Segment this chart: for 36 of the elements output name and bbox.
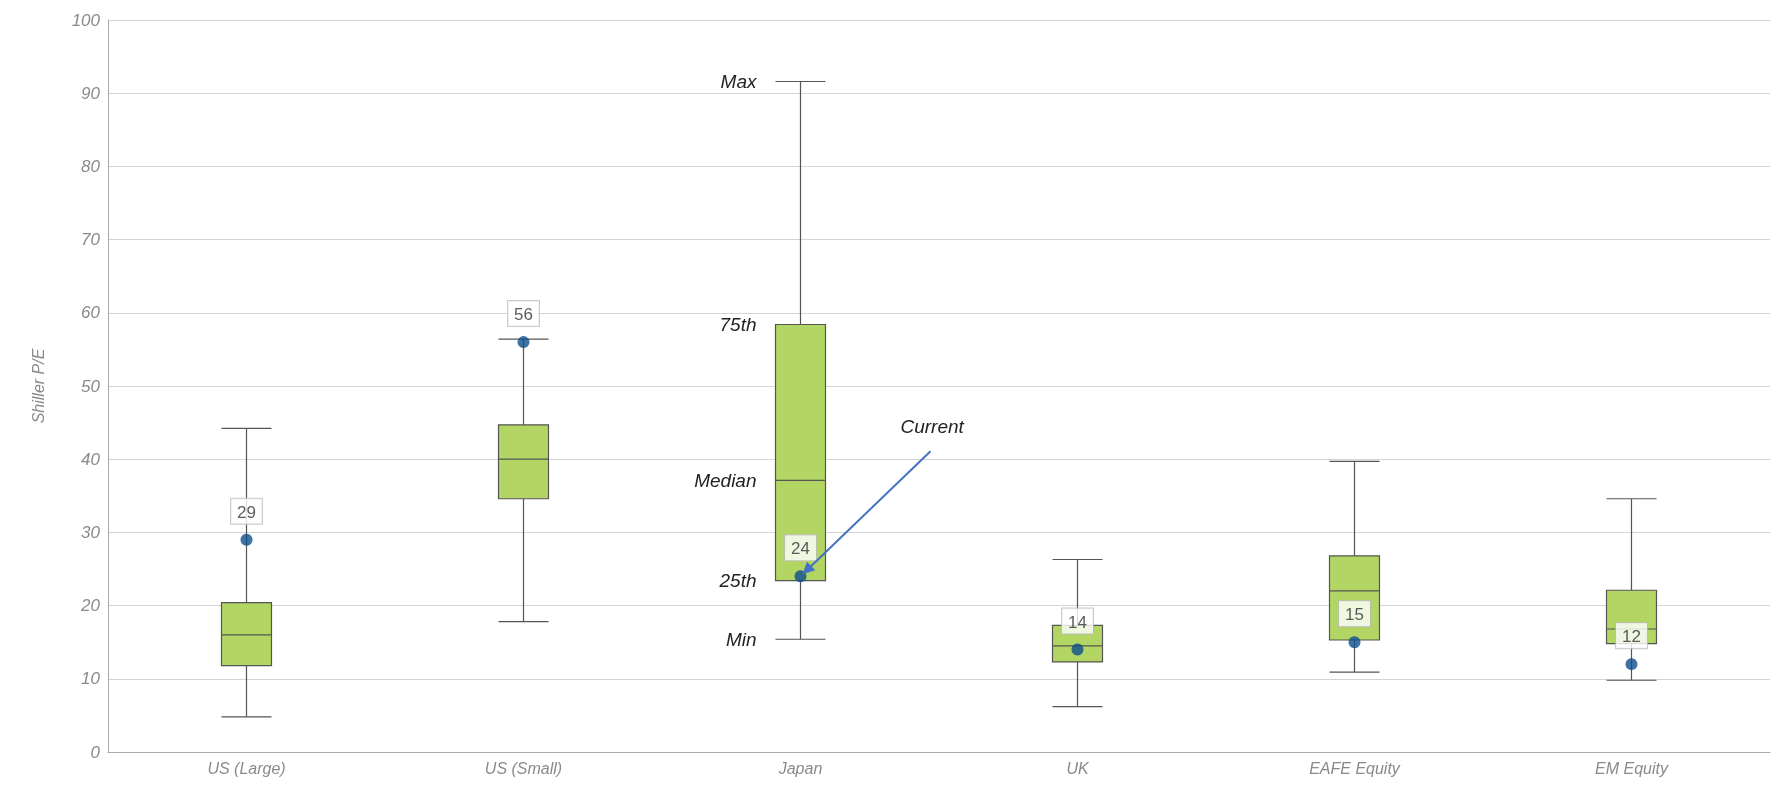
annotation: Max — [720, 70, 758, 92]
y-tick-label: 100 — [71, 10, 101, 30]
point — [517, 336, 530, 349]
annotation: 25th — [718, 570, 757, 592]
annotation: Min — [725, 628, 757, 650]
data-label: 12 — [1622, 627, 1641, 647]
point — [794, 570, 807, 583]
y-tick-label: 20 — [80, 596, 101, 616]
annotation: 75th — [719, 314, 757, 336]
x-tick-label: US (Large) — [207, 759, 286, 777]
y-tick-label: 70 — [81, 230, 101, 250]
y-tick-label: 50 — [81, 376, 101, 396]
y-tick-label: 30 — [81, 522, 101, 542]
y-tick-label: 90 — [81, 83, 101, 103]
x-tick-label: UK — [1066, 759, 1090, 777]
x-tick-label: US (Small) — [484, 759, 563, 777]
annotation: Current — [900, 415, 965, 437]
data-label: 29 — [237, 502, 256, 522]
data-label: 56 — [514, 305, 533, 325]
point — [240, 533, 253, 546]
y-tick-label: 10 — [81, 669, 101, 689]
y-tick-label: 0 — [90, 742, 101, 762]
data-label: 24 — [791, 539, 810, 559]
point — [1348, 636, 1361, 649]
point — [1071, 643, 1084, 656]
x-tick-label: Japan — [777, 759, 823, 777]
annotation: Median — [694, 469, 757, 491]
point — [1625, 658, 1638, 671]
y-tick-label: 60 — [81, 303, 101, 323]
y-tick-label: 40 — [81, 449, 101, 469]
y-tick-label: 80 — [81, 156, 101, 176]
x-tick-label: EAFE Equity — [1309, 759, 1401, 777]
data-label: 14 — [1068, 612, 1087, 632]
data-label: 15 — [1345, 605, 1364, 625]
x-tick-label: EM Equity — [1595, 759, 1669, 777]
y-axis-title: Shiller P/E — [29, 348, 47, 424]
